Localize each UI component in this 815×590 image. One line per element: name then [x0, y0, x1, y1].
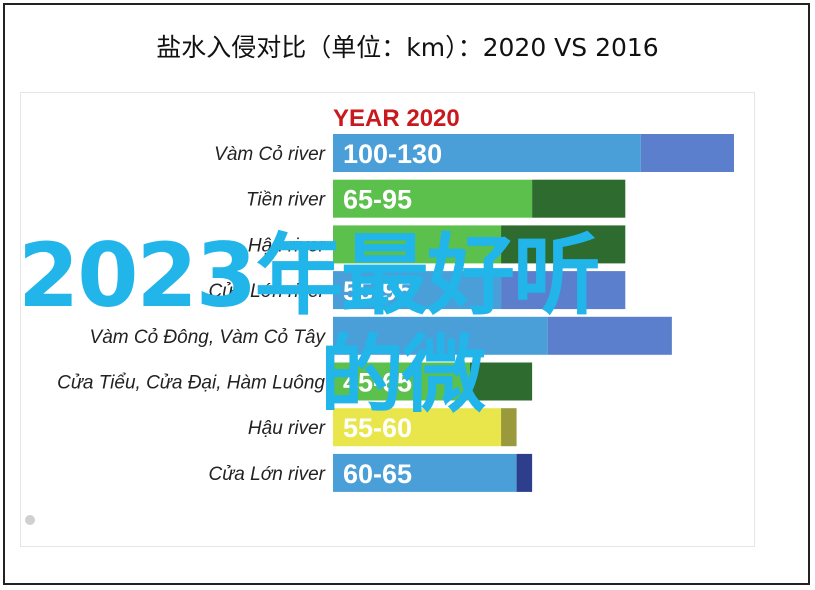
bar-main-3 [333, 271, 502, 310]
bar-main-5 [333, 362, 470, 401]
bar-value-label-3: 55-95 [343, 276, 412, 306]
bar-value-label-5: 45-65 [343, 368, 412, 398]
bar-value-label-6: 55-60 [343, 413, 412, 443]
bar-main-4 [333, 316, 548, 355]
bar-main-1 [333, 179, 533, 218]
group-label-year-2020: YEAR 2020 [333, 105, 460, 132]
bar-ext-4 [547, 316, 672, 355]
category-label-0: Vàm Cỏ river [214, 144, 326, 165]
bar-main-7 [333, 453, 517, 492]
watermark-dot-icon [25, 515, 35, 525]
bar-ext-1 [532, 179, 626, 218]
watermark-line-1: 2023年最好听 [18, 224, 601, 327]
category-label-2: Hậu river [248, 235, 326, 256]
bar-main-2 [333, 225, 502, 264]
bar-ext-0 [640, 134, 734, 172]
bar-value-label-1: 65-95 [343, 185, 412, 215]
bar-ext-7 [516, 453, 533, 492]
category-label-1: Tiền river [246, 190, 326, 211]
bar-value-label-0: 100-130 [343, 139, 442, 169]
category-label-7: Cửa Lớn river [209, 464, 326, 485]
category-label-6: Hậu river [248, 418, 326, 439]
bar-main-6 [333, 408, 502, 447]
category-label-5: Cửa Tiểu, Cửa Đại, Hàm Luông [57, 373, 325, 394]
bar-main-0 [333, 134, 641, 172]
bar-ext-6 [501, 408, 517, 447]
chart-title: 盐水入侵对比（单位：km）：2020 VS 2016 [156, 33, 659, 62]
bar-ext-2 [501, 225, 626, 264]
bar-value-label-7: 60-65 [343, 459, 412, 489]
bar-ext-5 [470, 362, 533, 401]
watermark-line-2: 的微 [320, 326, 486, 424]
category-label-4: Vàm Cỏ Đông, Vàm Cỏ Tây [90, 327, 327, 348]
bar-ext-3 [501, 271, 626, 310]
category-label-3: Cửa Lớn river [209, 281, 326, 302]
